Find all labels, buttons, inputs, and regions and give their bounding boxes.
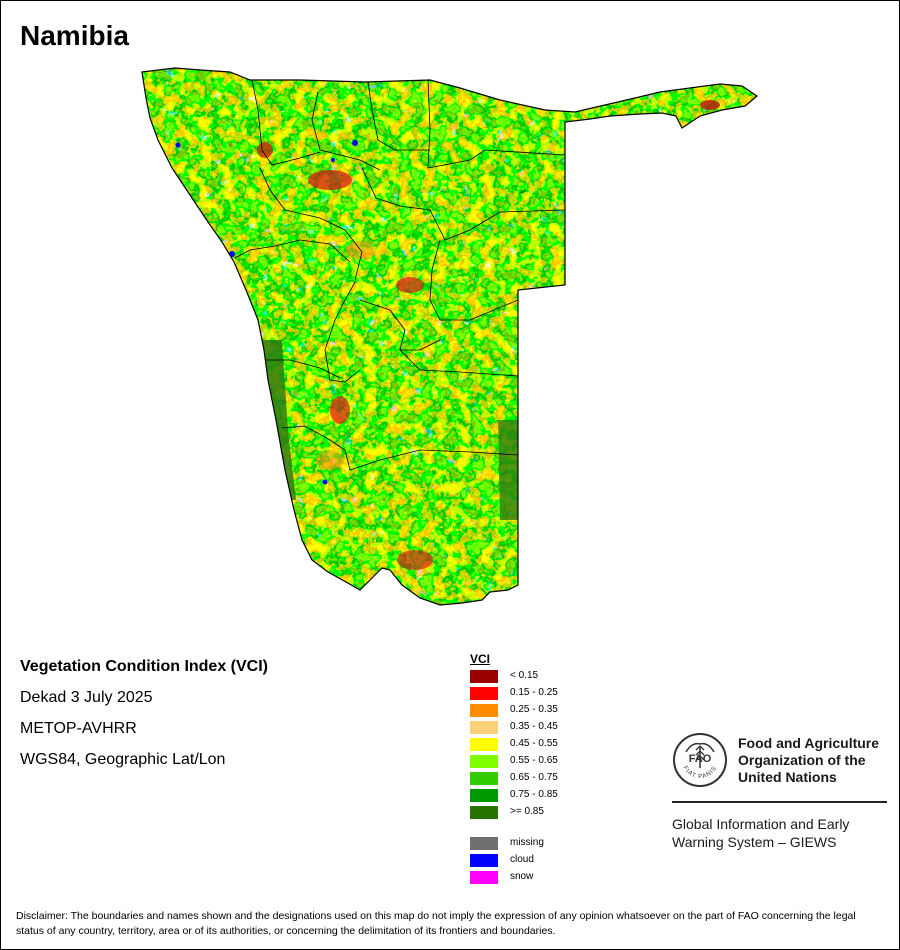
giews-line: Warning System – GIEWS [672, 834, 837, 850]
map-info: Vegetation Condition Index (VCI) Dekad 3… [20, 656, 268, 780]
vci-map [141, 67, 759, 606]
sensor: METOP-AVHRR [20, 720, 137, 737]
legend-swatch [470, 755, 498, 768]
disclaimer: Disclaimer: The boundaries and names sho… [16, 910, 856, 937]
legend-swatch [470, 854, 498, 867]
legend-swatch [470, 837, 498, 850]
legend-label: 0.25 - 0.35 [510, 704, 558, 715]
country-outline [141, 67, 759, 606]
index-name: Vegetation Condition Index (VCI) [20, 658, 268, 675]
fao-name-line: Food and Agriculture [738, 735, 880, 751]
legend-item: 0.65 - 0.75 [470, 771, 558, 788]
legend-item: 0.35 - 0.45 [470, 720, 558, 737]
fao-emblem-text: FAO [689, 753, 712, 765]
legend-item: 0.45 - 0.55 [470, 737, 558, 754]
legend-item: 0.75 - 0.85 [470, 788, 558, 805]
legend-extras: missing cloud snow [470, 836, 544, 887]
legend-item-missing: missing [470, 836, 544, 853]
legend-label: 0.75 - 0.85 [510, 789, 558, 800]
legend-label: 0.35 - 0.45 [510, 721, 558, 732]
legend-swatch [470, 871, 498, 884]
legend-label: 0.45 - 0.55 [510, 738, 558, 749]
period: Dekad 3 July 2025 [20, 689, 153, 706]
fao-name-line: Organization of the [738, 752, 866, 768]
legend: VCI < 0.15 0.15 - 0.25 0.25 - 0.35 0.35 … [470, 652, 558, 887]
legend-label: 0.15 - 0.25 [510, 687, 558, 698]
region-boundaries [234, 79, 566, 471]
legend-item: 0.55 - 0.65 [470, 754, 558, 771]
legend-label: missing [510, 837, 544, 848]
legend-item: 0.15 - 0.25 [470, 686, 558, 703]
legend-item: 0.25 - 0.35 [470, 703, 558, 720]
legend-label: snow [510, 871, 534, 882]
legend-label: < 0.15 [510, 670, 539, 681]
fao-logo: FAO FIAT PANIS [673, 733, 727, 787]
legend-item: >= 0.85 [470, 805, 544, 822]
legend-label: cloud [510, 854, 534, 865]
legend-swatch [470, 670, 498, 683]
legend-swatch [470, 789, 498, 802]
legend-label: 0.55 - 0.65 [510, 755, 558, 766]
map-title: Namibia [20, 20, 129, 51]
legend-swatch [470, 772, 498, 785]
fao-name: Food and Agriculture Organization of the… [738, 735, 879, 786]
giews-name: Global Information and Early Warning Sys… [672, 815, 849, 851]
giews-line: Global Information and Early [672, 816, 850, 832]
legend-title: VCI [470, 652, 491, 666]
legend-classes: < 0.15 0.15 - 0.25 0.25 - 0.35 0.35 - 0.… [470, 669, 558, 822]
legend-swatch [470, 738, 498, 751]
legend-item: < 0.15 [470, 669, 538, 686]
legend-item-snow: snow [470, 870, 533, 887]
projection: WGS84, Geographic Lat/Lon [20, 751, 226, 768]
legend-item-cloud: cloud [470, 853, 534, 870]
vci-raster [142, 68, 757, 605]
divider [672, 801, 887, 803]
legend-label: >= 0.85 [510, 806, 544, 817]
legend-label: 0.65 - 0.75 [510, 772, 558, 783]
fao-name-line: United Nations [738, 769, 837, 785]
legend-swatch [470, 687, 498, 700]
legend-swatch [470, 806, 498, 819]
legend-swatch [470, 704, 498, 717]
legend-swatch [470, 721, 498, 734]
